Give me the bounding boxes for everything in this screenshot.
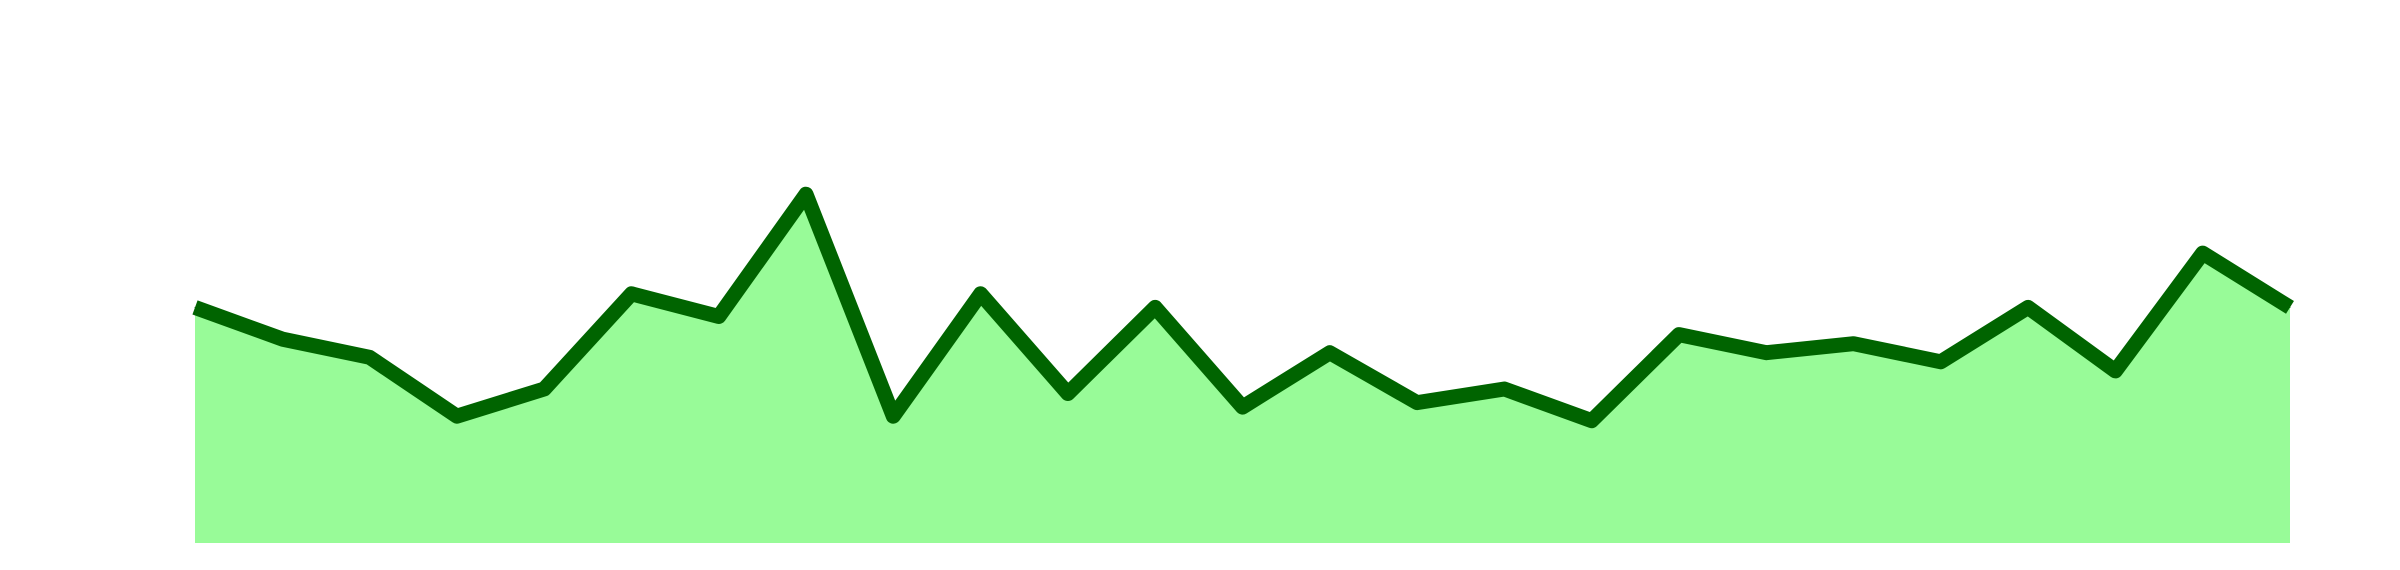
data-point-20 bbox=[1853, 343, 1854, 345]
data-point-24 bbox=[2202, 252, 2204, 254]
data-point-5 bbox=[543, 388, 545, 390]
data-points bbox=[194, 193, 2291, 422]
area-fill bbox=[195, 194, 2290, 543]
data-point-12 bbox=[1154, 306, 1156, 308]
data-point-2 bbox=[281, 338, 283, 340]
data-point-10 bbox=[980, 293, 982, 295]
data-point-22 bbox=[2027, 306, 2029, 308]
data-point-16 bbox=[1503, 388, 1505, 390]
data-point-23 bbox=[2114, 370, 2116, 372]
data-point-3 bbox=[369, 356, 371, 358]
data-point-14 bbox=[1329, 352, 1331, 354]
data-point-13 bbox=[1242, 406, 1243, 408]
data-point-6 bbox=[631, 293, 632, 295]
data-point-25 bbox=[2289, 306, 2291, 308]
data-point-4 bbox=[456, 415, 458, 417]
data-point-19 bbox=[1765, 352, 1767, 354]
data-point-18 bbox=[1678, 334, 1680, 336]
data-point-8 bbox=[805, 193, 807, 195]
data-point-9 bbox=[892, 415, 894, 417]
data-point-17 bbox=[1591, 420, 1593, 422]
data-point-7 bbox=[718, 316, 720, 317]
data-point-11 bbox=[1067, 393, 1069, 394]
data-point-15 bbox=[1416, 402, 1418, 404]
data-point-21 bbox=[1940, 361, 1942, 363]
data-point-1 bbox=[194, 306, 196, 308]
